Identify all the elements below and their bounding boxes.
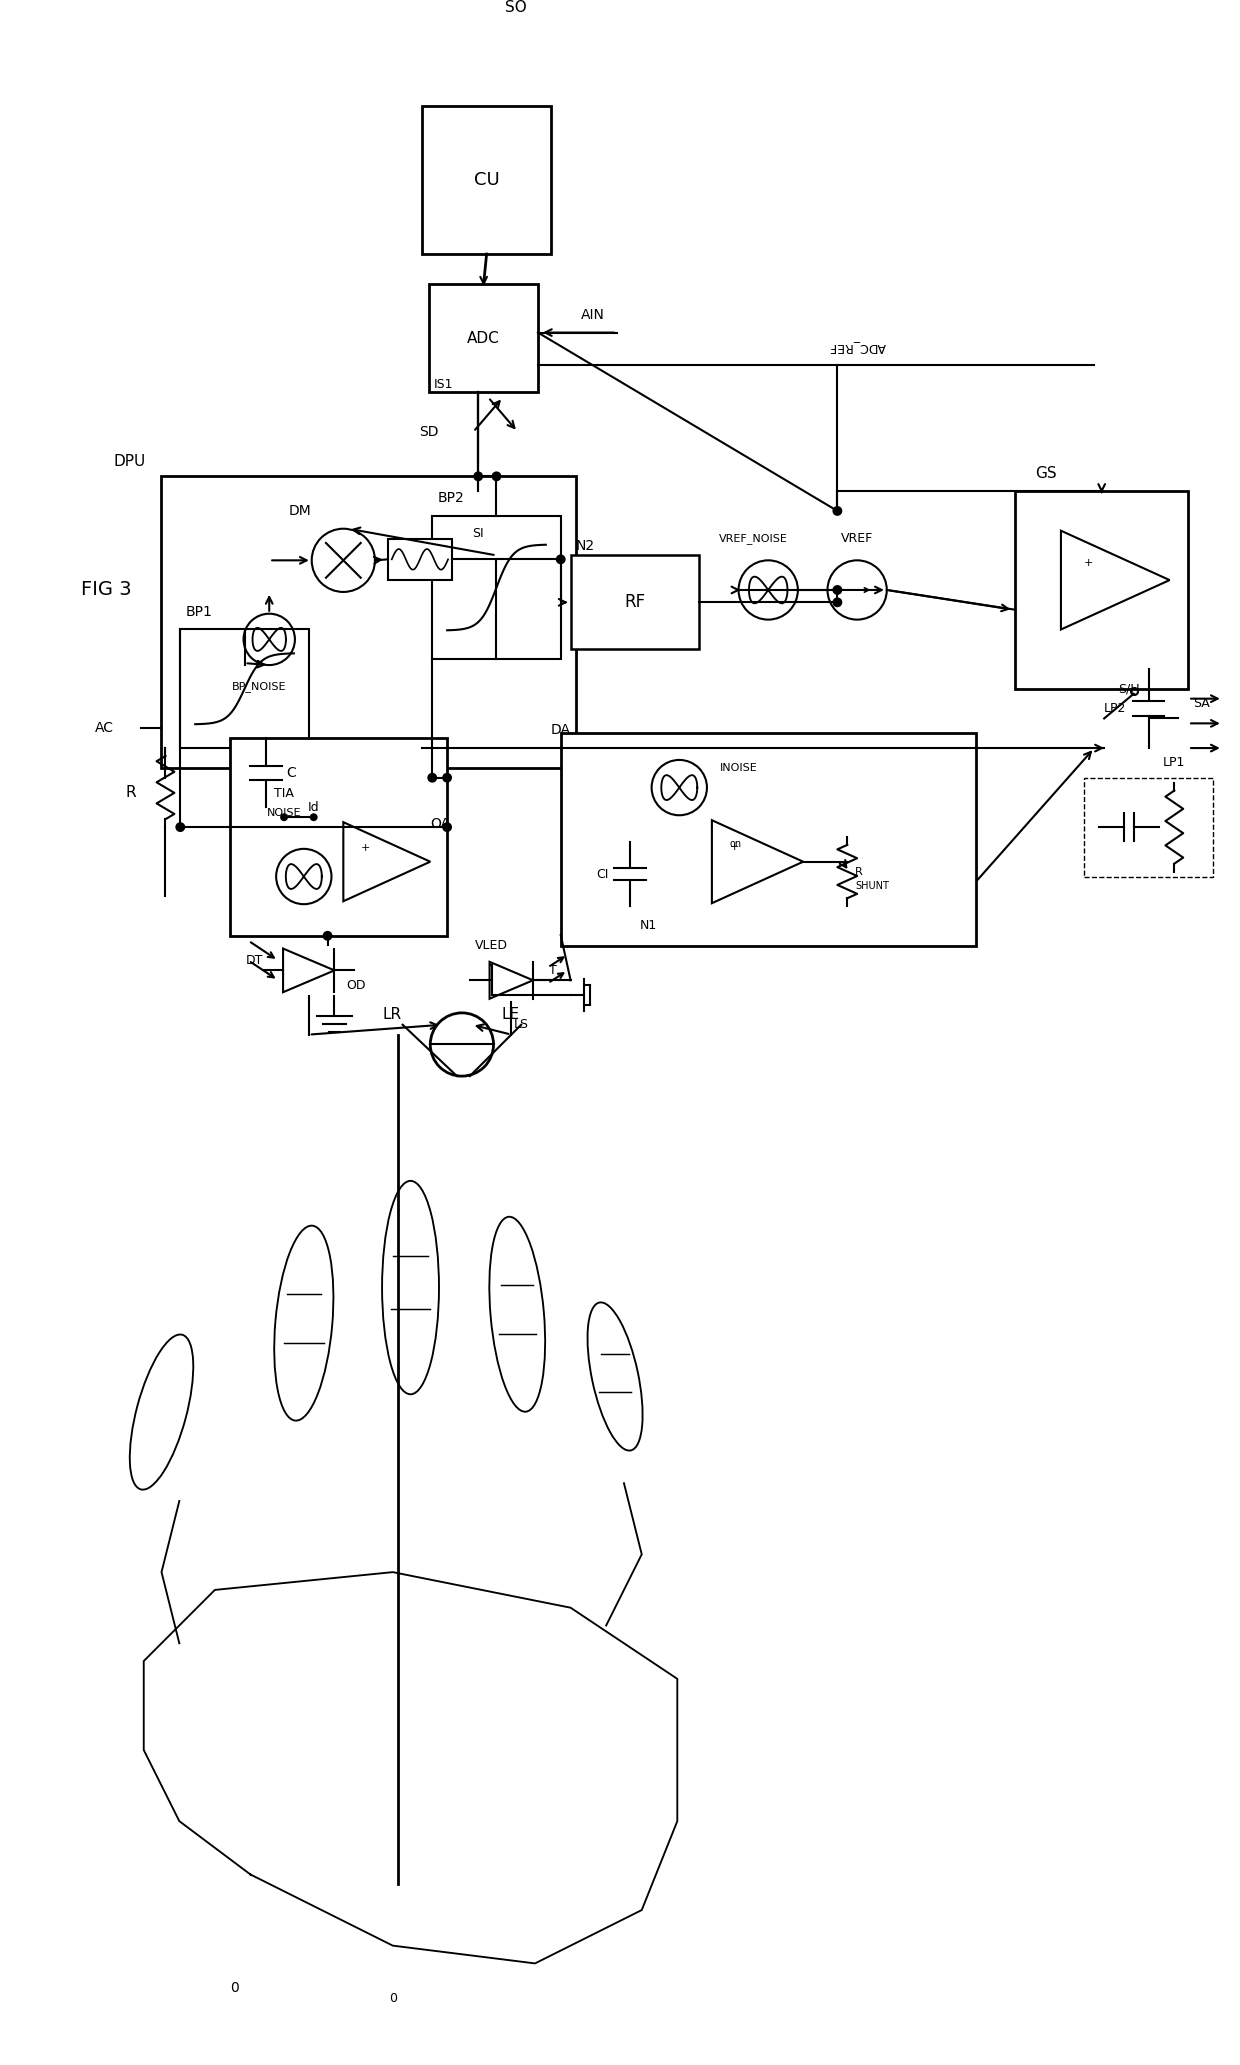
Bar [1085, 779, 1213, 876]
Text: VLED: VLED [475, 940, 508, 952]
Circle shape [491, 471, 501, 481]
Circle shape [428, 772, 438, 783]
Text: IS1: IS1 [434, 378, 454, 390]
Text: DPU: DPU [114, 454, 146, 469]
Text: VREF_NOISE: VREF_NOISE [719, 533, 787, 543]
Circle shape [474, 471, 484, 481]
Text: LE: LE [501, 1008, 520, 1022]
Text: DA: DA [551, 723, 570, 737]
Text: R: R [856, 867, 863, 876]
Text: BP2: BP2 [438, 491, 464, 506]
Bar [1016, 491, 1188, 690]
Text: OD: OD [346, 979, 366, 991]
Text: RF: RF [624, 593, 645, 611]
Text: ADC: ADC [467, 330, 500, 345]
Bar [229, 737, 448, 935]
Text: SA: SA [1193, 698, 1210, 710]
Text: TIA: TIA [274, 787, 294, 799]
Text: 0: 0 [231, 1980, 239, 1995]
Circle shape [832, 584, 842, 595]
Text: INOISE: INOISE [719, 762, 758, 772]
Bar [180, 630, 309, 748]
Text: on: on [729, 838, 742, 849]
Text: Id: Id [308, 801, 320, 814]
Text: LP1: LP1 [1163, 756, 1185, 770]
Text: DT: DT [246, 954, 263, 966]
Text: DM: DM [289, 504, 311, 518]
Text: LS: LS [513, 1018, 528, 1030]
Circle shape [310, 814, 317, 822]
Text: CI: CI [596, 867, 609, 882]
Text: N1: N1 [640, 919, 657, 933]
Bar [388, 539, 453, 580]
Text: LR: LR [383, 1008, 402, 1022]
Text: AIN: AIN [580, 308, 604, 322]
Circle shape [175, 822, 185, 832]
Text: VREF: VREF [841, 533, 873, 545]
Text: C: C [286, 766, 296, 781]
Circle shape [832, 506, 842, 516]
Circle shape [443, 822, 453, 832]
Text: GS: GS [1035, 467, 1056, 481]
Circle shape [418, 743, 428, 754]
Text: N2: N2 [575, 539, 595, 553]
Circle shape [556, 553, 565, 564]
Bar [423, 105, 551, 254]
Text: OA: OA [430, 818, 450, 830]
Text: BP1: BP1 [185, 605, 212, 620]
Text: R: R [125, 785, 136, 799]
Text: FIG 3: FIG 3 [82, 580, 133, 599]
Bar [160, 477, 575, 768]
Text: SD: SD [419, 425, 439, 440]
Bar [433, 516, 560, 659]
Text: ADC_REF: ADC_REF [828, 341, 885, 353]
Text: SI: SI [471, 527, 484, 541]
Circle shape [443, 772, 453, 783]
Text: +: + [361, 843, 370, 853]
Text: BP_NOISE: BP_NOISE [232, 681, 286, 692]
Text: AC: AC [94, 721, 114, 735]
Text: 0: 0 [389, 1993, 397, 2005]
Text: NOISE: NOISE [267, 807, 301, 818]
Bar [570, 555, 699, 648]
Text: SHUNT: SHUNT [856, 882, 889, 892]
Text: SO: SO [506, 0, 527, 14]
Bar [429, 283, 538, 392]
Text: LP2: LP2 [1104, 702, 1126, 714]
Text: +: + [730, 843, 739, 853]
Text: S/H: S/H [1118, 681, 1140, 696]
Text: CU: CU [474, 171, 500, 188]
Circle shape [280, 814, 288, 822]
Text: +: + [1084, 558, 1092, 568]
Circle shape [832, 597, 842, 607]
Text: T: T [549, 964, 557, 977]
Bar [560, 733, 976, 946]
Circle shape [322, 931, 332, 942]
